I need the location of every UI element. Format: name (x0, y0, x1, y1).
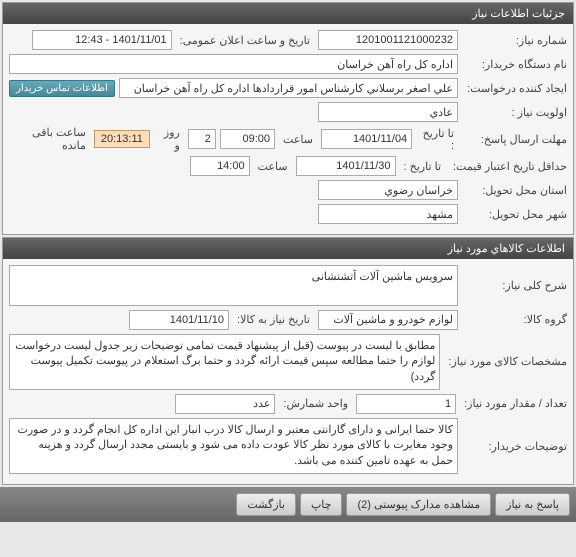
need-number-field: 1201001121000232 (318, 30, 458, 50)
print-button[interactable]: چاپ (300, 493, 343, 516)
validity-time-field: 14:00 (190, 156, 250, 176)
need-date-field: 1401/11/10 (129, 310, 229, 330)
org-label: نام دستگاه خریدار: (462, 58, 567, 71)
deadline-time-field: 09:00 (220, 129, 275, 149)
qty-label: تعداد / مقدار مورد نیاز: (460, 397, 567, 410)
back-button[interactable]: بازگشت (236, 493, 296, 516)
buyer-note-field: کالا حتما ایرانی و دارای گارانتی معتبر و… (9, 418, 458, 474)
province-label: استان محل تحویل: (462, 184, 567, 197)
panel1-header: جزئیات اطلاعات نیاز (3, 3, 573, 24)
group-label: گروه کالا: (462, 313, 567, 326)
panel2-body: شرح کلی نیاز: سرویس ماشین آلات آتشنشانی … (3, 259, 573, 484)
qty-field: 1 (356, 394, 456, 414)
deadline-date-field: 1401/11/04 (321, 129, 412, 149)
attachments-button[interactable]: مشاهده مدارک پیوستی (2) (346, 493, 491, 516)
reply-button[interactable]: پاسخ به نیاز (495, 493, 570, 516)
buyer-note-label: توضیحات خریدار: (462, 440, 567, 453)
need-date-label: تاریخ نیاز به کالا: (233, 313, 314, 326)
city-field: مشهد (318, 204, 458, 224)
panel2-header: اطلاعات کالاهاي مورد نياز (3, 238, 573, 259)
unit-label: واحد شمارش: (279, 397, 352, 410)
province-field: خراسان رضوي (318, 180, 458, 200)
desc-field: سرویس ماشین آلات آتشنشانی (9, 265, 458, 306)
contact-buyer-button[interactable]: اطلاعات تماس خریدار (9, 80, 115, 97)
need-number-label: شماره نیاز: (462, 34, 567, 47)
remaining-label: ساعت باقی مانده (9, 126, 90, 152)
to-date-label: تا تاریخ : (416, 127, 458, 152)
priority-field: عادي (318, 102, 458, 122)
validity-to-date-label: تا تاریخ : (400, 160, 445, 173)
panel1-body: شماره نیاز: 1201001121000232 تاریخ و ساع… (3, 24, 573, 234)
validity-time-label: ساعت (254, 160, 292, 173)
validity-label: حداقل تاریخ اعتبار قیمت: (449, 160, 567, 173)
unit-field: عدد (175, 394, 275, 414)
city-label: شهر محل تحویل: (462, 208, 567, 221)
deadline-time-label: ساعت (279, 133, 317, 146)
announce-date-label: تاریخ و ساعت اعلان عمومی: (176, 34, 314, 47)
spec-label: مشخصات کالای مورد نیاز: (444, 355, 567, 368)
validity-date-field: 1401/11/30 (296, 156, 396, 176)
group-field: لوازم خودرو و ماشین آلات (318, 310, 458, 330)
priority-label: اولویت نیاز : (462, 106, 567, 119)
announce-date-field: 1401/11/01 - 12:43 (32, 30, 172, 50)
goods-info-panel: اطلاعات کالاهاي مورد نياز شرح کلی نیاز: … (2, 237, 574, 485)
creator-label: ایجاد کننده درخواست: (462, 82, 567, 95)
spec-field: مطابق با لیست در پیوست (قبل از پیشنهاد ق… (9, 334, 440, 390)
desc-label: شرح کلی نیاز: (462, 279, 567, 292)
remaining-time-field: 20:13:11 (94, 130, 150, 148)
remaining-days-field: 2 (188, 129, 216, 149)
need-details-panel: جزئیات اطلاعات نیاز شماره نیاز: 12010011… (2, 2, 574, 235)
org-field: اداره کل راه آهن خراسان (9, 54, 458, 74)
deadline-label: مهلت ارسال پاسخ: (462, 133, 567, 146)
days-and-label: روز و (154, 126, 184, 152)
creator-field: علي اصغر برسلاني كارشناس امور قراردادها … (119, 78, 458, 98)
button-bar: پاسخ به نیاز مشاهده مدارک پیوستی (2) چاپ… (0, 487, 576, 522)
